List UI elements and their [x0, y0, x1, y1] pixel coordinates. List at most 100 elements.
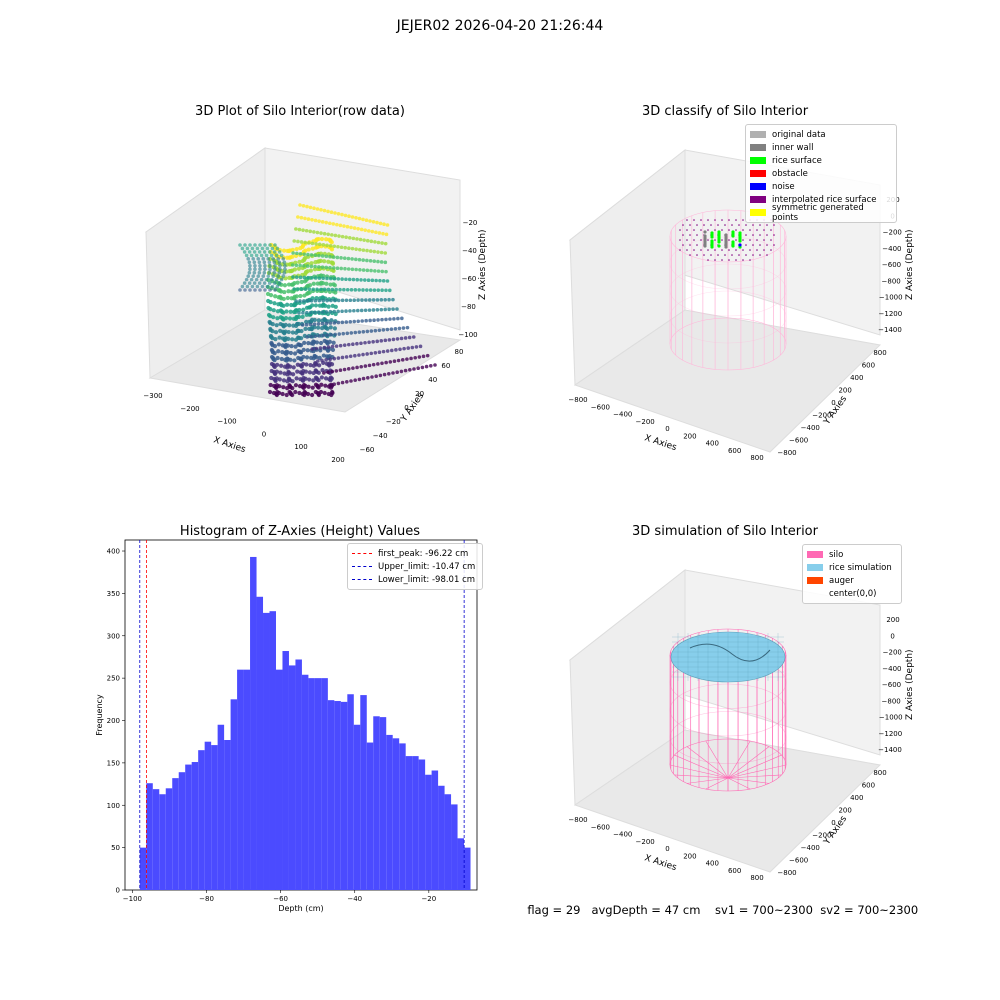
p1-point — [272, 357, 277, 363]
p2-interp-point — [763, 229, 765, 231]
p1-point — [273, 287, 278, 292]
p1-point — [349, 225, 353, 230]
p1-point — [329, 392, 334, 398]
hist-x-tick: −40 — [347, 895, 362, 903]
p1-point — [312, 325, 317, 330]
p1-point — [361, 258, 365, 262]
p1-point — [330, 260, 335, 265]
p1-point — [350, 215, 355, 219]
p1-point — [355, 308, 360, 313]
p1-point — [342, 224, 346, 228]
p1-point — [302, 275, 307, 280]
p4-x-tick: 800 — [750, 874, 763, 882]
p1-point — [391, 337, 396, 342]
p1-point — [275, 284, 280, 289]
p1-point — [268, 293, 274, 298]
p1-point — [291, 289, 296, 294]
p1-point — [313, 238, 319, 243]
p1-point — [370, 278, 375, 283]
p1-point — [291, 323, 296, 328]
p1-point — [283, 342, 289, 348]
p1-point — [269, 341, 274, 347]
p1-point — [315, 252, 320, 257]
p2-interp-point — [679, 239, 681, 241]
hist-bar — [457, 838, 465, 890]
p1-point — [312, 322, 317, 327]
p1-point — [272, 383, 277, 389]
p2-interp-point — [756, 229, 758, 231]
p2-z-tick: −200 — [883, 229, 902, 237]
p1-point — [312, 354, 318, 359]
p1-point — [288, 390, 293, 396]
p1-point — [329, 383, 335, 388]
p2-interp-point — [703, 224, 705, 226]
p1-point — [291, 365, 296, 370]
p1-point — [355, 365, 359, 370]
silo-ring — [669, 290, 787, 344]
p1-point — [287, 384, 293, 389]
p2-interp-point — [766, 254, 768, 256]
p1-point — [329, 253, 335, 258]
legend-label: Upper_limit: -10.47 cm — [378, 561, 476, 572]
p1-point — [368, 219, 372, 223]
p2-rice-point — [738, 239, 742, 243]
p1-point — [316, 391, 321, 397]
p2-interp-point — [752, 224, 754, 226]
p1-point — [317, 363, 322, 368]
p1-point — [249, 253, 254, 258]
p1-point — [252, 260, 257, 265]
p1-point — [311, 288, 316, 294]
p1-point — [368, 288, 373, 292]
p1-point — [317, 298, 322, 303]
p1-point — [291, 316, 296, 321]
p2-rice-point — [710, 243, 714, 247]
p1-point — [287, 383, 292, 388]
p1-point — [299, 336, 304, 341]
legend-item: center(0,0) — [807, 587, 897, 600]
p1-point — [297, 227, 302, 232]
p1-point — [277, 377, 282, 382]
silo-rim-top — [669, 628, 787, 682]
p1-point — [315, 288, 320, 293]
p1-point — [304, 312, 309, 317]
p1-point — [304, 305, 310, 310]
p1-point — [336, 244, 340, 249]
p1-point — [279, 309, 284, 314]
p1-point — [331, 222, 336, 226]
hist-bar — [165, 788, 173, 890]
p1-point — [276, 295, 281, 300]
p1-point — [338, 223, 343, 228]
p1-point — [247, 281, 252, 285]
p1-point — [339, 266, 344, 271]
p1-point — [319, 231, 323, 235]
p1-point — [306, 298, 311, 303]
p1-point — [325, 326, 330, 331]
p1-point — [320, 265, 325, 269]
p1-point — [284, 262, 289, 267]
p1-point — [285, 255, 290, 260]
hist-x-tick: −100 — [123, 895, 142, 903]
p1-point — [271, 363, 277, 369]
p1-point — [357, 353, 361, 357]
p1-point — [391, 307, 395, 311]
p1-point — [307, 290, 312, 295]
p1-point — [282, 371, 287, 376]
p1-point — [308, 312, 313, 317]
p1-point — [268, 333, 274, 339]
hist-bar — [373, 716, 380, 890]
panel2-title: 3D classify of Silo Interior — [641, 104, 809, 119]
legend-swatch — [807, 590, 823, 597]
silo-floor-spoke — [727, 740, 751, 779]
p1-point — [247, 260, 252, 265]
p1-point — [275, 267, 280, 272]
p1-point — [276, 302, 281, 307]
p1-point — [326, 362, 331, 367]
p1-point — [357, 288, 361, 292]
p1-point — [296, 355, 301, 361]
hist-bar — [230, 699, 238, 890]
p1-point — [299, 328, 304, 334]
p1-point — [380, 288, 384, 293]
p2-interp-point — [770, 229, 772, 231]
p1-point — [347, 277, 352, 282]
legend-item: rice surface — [750, 154, 892, 167]
